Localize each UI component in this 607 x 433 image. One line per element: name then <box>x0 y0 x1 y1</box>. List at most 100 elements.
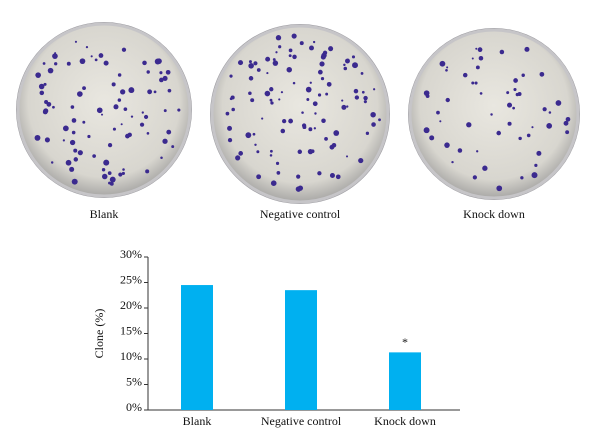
colony <box>506 91 510 95</box>
y-tick-label: 15% <box>120 323 142 337</box>
colony <box>42 109 48 115</box>
colony <box>308 127 313 132</box>
colony <box>282 119 287 124</box>
plate-label: Negative control <box>260 207 341 221</box>
colony <box>103 60 109 66</box>
colony <box>118 172 123 177</box>
colony <box>328 46 334 52</box>
bar-chart: 0% 5% 10% 15% 20% 25% 30% Clone (%) Blank Negativ… <box>92 247 460 428</box>
colony <box>38 83 45 90</box>
dish <box>408 28 580 200</box>
colony <box>94 58 98 62</box>
x-tick-label: Negative control <box>261 414 342 428</box>
x-tick-label: Knock down <box>374 414 436 428</box>
colony <box>120 123 123 126</box>
colony <box>87 134 91 139</box>
colony <box>121 171 125 176</box>
colony <box>153 90 157 94</box>
colony <box>166 129 172 135</box>
colony <box>237 60 244 66</box>
colony <box>245 132 252 139</box>
colony <box>272 60 279 66</box>
colony <box>353 88 359 94</box>
colony <box>73 157 79 162</box>
colony <box>113 104 119 110</box>
colony <box>270 101 274 105</box>
colony <box>44 100 49 105</box>
colony <box>507 121 512 126</box>
colony <box>373 88 376 91</box>
colony <box>333 130 340 136</box>
colony <box>539 71 545 77</box>
colony <box>107 171 112 175</box>
colony <box>524 46 530 52</box>
colony <box>71 118 77 123</box>
colony <box>42 62 46 65</box>
colony <box>496 185 503 192</box>
colony <box>177 108 181 112</box>
colony <box>147 89 153 95</box>
colony <box>229 74 233 78</box>
colony <box>66 61 71 66</box>
colony <box>52 53 58 59</box>
colony <box>43 82 47 86</box>
y-tick-label: 10% <box>120 349 142 363</box>
bar <box>389 352 421 410</box>
colony <box>142 60 147 66</box>
colony <box>291 33 297 39</box>
colony <box>117 73 122 77</box>
colony <box>139 122 145 127</box>
colony <box>306 98 310 101</box>
colony <box>314 112 317 115</box>
colony <box>69 139 76 146</box>
colony <box>534 163 538 167</box>
colony <box>478 55 484 61</box>
colony <box>154 58 161 65</box>
colony <box>548 111 552 114</box>
colony <box>555 100 562 106</box>
colony <box>35 72 41 78</box>
colony <box>360 72 364 75</box>
colony <box>305 86 312 93</box>
colony <box>288 54 292 58</box>
colony <box>248 60 252 64</box>
plates: Blank Negative control Knock down <box>16 22 580 221</box>
dish <box>16 22 192 198</box>
colony <box>252 132 256 136</box>
colony <box>92 154 96 158</box>
colony <box>85 45 89 49</box>
colony <box>103 159 110 166</box>
plate-label: Blank <box>90 207 119 221</box>
colony <box>531 172 538 179</box>
colony <box>62 139 65 142</box>
colony <box>341 104 347 110</box>
colony <box>363 100 367 104</box>
colony <box>475 65 480 70</box>
colony <box>476 150 479 153</box>
colony <box>513 87 517 92</box>
colony <box>479 92 483 95</box>
colony <box>101 168 106 172</box>
colony <box>50 161 54 164</box>
colony <box>288 48 293 53</box>
colony <box>563 120 569 126</box>
colony <box>165 69 171 75</box>
colony <box>278 98 281 101</box>
colony <box>343 66 348 71</box>
colony <box>462 72 468 78</box>
colony <box>354 95 360 100</box>
colony <box>341 99 344 102</box>
colony <box>457 148 463 153</box>
colony <box>76 91 83 97</box>
colony <box>520 176 524 180</box>
colony <box>272 58 276 61</box>
colony <box>507 102 513 108</box>
colony <box>512 106 515 110</box>
colony <box>346 105 349 108</box>
colony <box>490 113 493 116</box>
colony <box>71 130 76 135</box>
dish <box>210 24 390 204</box>
colony <box>429 135 435 141</box>
colony <box>295 186 302 192</box>
